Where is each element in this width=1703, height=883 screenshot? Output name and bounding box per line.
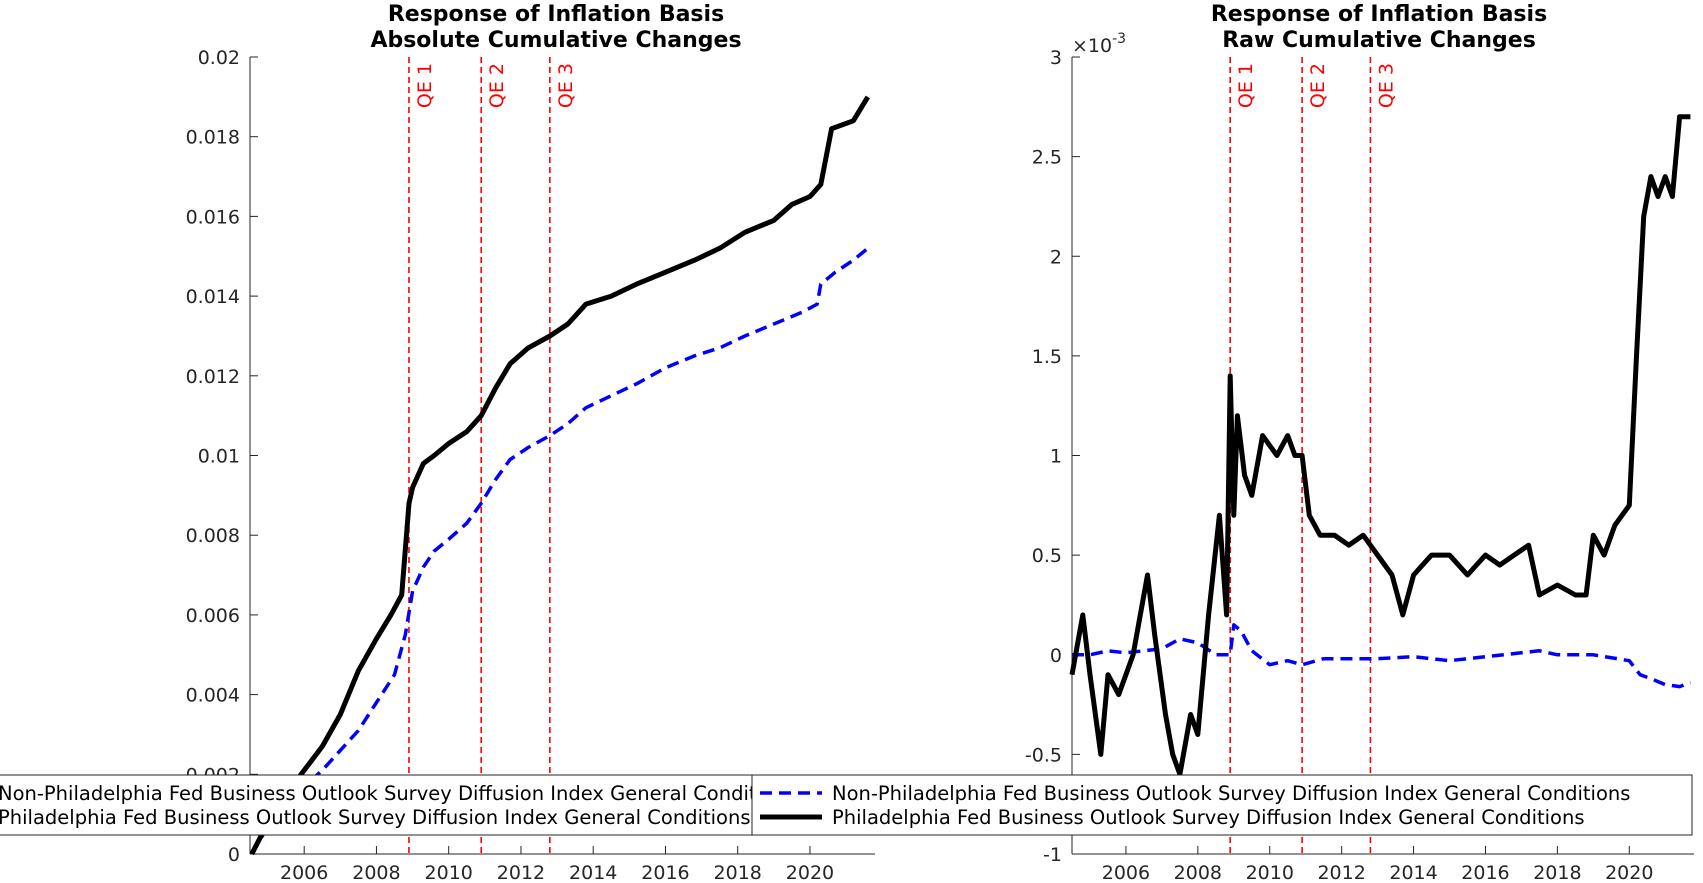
series-line-philadelphia: [1069, 114, 1691, 777]
x-tick-label: 2020: [1605, 862, 1653, 883]
y-tick-label: 2.5: [1032, 147, 1062, 169]
y-axis-exponent: ×10-3: [1072, 31, 1126, 57]
legend-label: Non-Philadelphia Fed Business Outlook Su…: [0, 782, 796, 805]
qe-marker-label: QE 3: [1375, 63, 1397, 108]
x-tick-label: 2006: [1102, 862, 1150, 883]
y-tick-label: 1: [1050, 446, 1062, 468]
x-tick-label: 2014: [569, 862, 617, 883]
qe-marker-label: QE 1: [414, 63, 436, 108]
qe-marker-label: QE 2: [486, 63, 508, 108]
legend-label: Philadelphia Fed Business Outlook Survey…: [0, 806, 751, 829]
x-tick-label: 2016: [641, 862, 689, 883]
y-tick-label: -1: [1043, 844, 1062, 866]
x-tick-label: 2010: [1246, 862, 1294, 883]
y-tick-label: 0: [228, 844, 240, 866]
x-tick-label: 2008: [352, 862, 400, 883]
x-tick-label: 2014: [1389, 862, 1437, 883]
y-tick-label: 0.014: [186, 286, 240, 308]
y-tick-label: 2: [1050, 246, 1062, 268]
chart-absolute-cumulative-changes: Response of Inflation Basis Absolute Cum…: [186, 2, 875, 883]
x-tick-label: 2012: [497, 862, 545, 883]
y-tick-label: 0.02: [198, 47, 240, 69]
legend-label: Non-Philadelphia Fed Business Outlook Su…: [832, 782, 1630, 805]
chart-title-line-1: Response of Inflation Basis: [1211, 2, 1547, 27]
x-tick-label: 2010: [425, 862, 473, 883]
x-tick-label: 2008: [1174, 862, 1222, 883]
y-tick-label: 0.018: [186, 127, 240, 149]
y-tick-label: 0.016: [186, 206, 240, 228]
legend-box: Non-Philadelphia Fed Business Outlook Su…: [751, 774, 1693, 836]
y-tick-label: 0.012: [186, 366, 240, 388]
qe-marker-label: QE 2: [1307, 63, 1329, 108]
y-tick-label: 0.008: [186, 525, 240, 547]
y-tick-label: 0: [1050, 645, 1062, 667]
y-axis-exponent-base: ×10: [1072, 35, 1112, 57]
y-axis-exponent-power: -3: [1112, 31, 1126, 47]
chart-title-line-1: Response of Inflation Basis: [388, 2, 724, 27]
series-line-philadelphia: [249, 95, 870, 856]
qe-marker-label: QE 3: [555, 63, 577, 108]
x-tick-label: 2016: [1461, 862, 1509, 883]
y-tick-label: 0.004: [186, 685, 240, 707]
legend-label: Philadelphia Fed Business Outlook Survey…: [832, 806, 1585, 829]
x-tick-label: 2006: [280, 862, 328, 883]
x-tick-label: 2020: [786, 862, 834, 883]
x-tick-label: 2012: [1317, 862, 1365, 883]
y-tick-label: -0.5: [1025, 744, 1062, 766]
y-tick-label: 3: [1050, 47, 1062, 69]
series-line-non-philadelphia: [1072, 623, 1692, 689]
chart-raw-cumulative-changes: Response of Inflation Basis Raw Cumulati…: [1025, 2, 1694, 883]
y-tick-label: 1.5: [1032, 346, 1062, 368]
chart-title-line-2: Raw Cumulative Changes: [1222, 28, 1536, 53]
series-line-non-philadelphia: [250, 246, 869, 855]
y-tick-label: 0.006: [186, 605, 240, 627]
legend-frame: [751, 774, 1693, 836]
qe-marker-label: QE 1: [1235, 63, 1257, 108]
legend-box: Non-Philadelphia Fed Business Outlook Su…: [0, 774, 889, 836]
x-tick-label: 2018: [714, 862, 762, 883]
legend-frame: [0, 774, 889, 836]
chart-title-line-2: Absolute Cumulative Changes: [370, 28, 741, 53]
legend: Non-Philadelphia Fed Business Outlook Su…: [0, 774, 1693, 836]
y-tick-label: 0.5: [1032, 545, 1062, 567]
y-tick-label: 0.01: [198, 446, 240, 468]
x-tick-label: 2018: [1533, 862, 1581, 883]
